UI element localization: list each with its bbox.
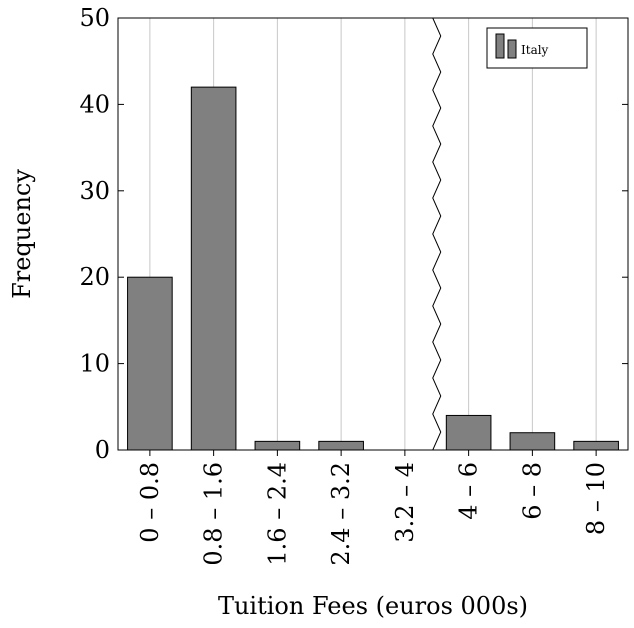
y-tick-label-0: 0 bbox=[95, 436, 110, 464]
x-tick-label-2-4-3-2: 2.4 – 3.2 bbox=[327, 462, 355, 566]
x-tick-label-8-10: 8 – 10 bbox=[582, 462, 610, 535]
bar-4-6 bbox=[445, 414, 492, 451]
bar-0-8-1-6 bbox=[190, 86, 237, 451]
bar-6-8 bbox=[509, 432, 556, 451]
legend-label-italy: Italy bbox=[521, 43, 549, 57]
x-axis-ticks: 0 – 0.8 0.8 – 1.6 1.6 – 2.4 2.4 – 3.2 3.2 – … bbox=[136, 450, 610, 566]
x-tick-label-0-8-1-6: 0.8 – 1.6 bbox=[200, 462, 228, 566]
x-tick-label-0-0-8: 0 – 0.8 bbox=[136, 462, 164, 543]
x-tick-label-6-8: 6 – 8 bbox=[518, 462, 546, 520]
y-axis-title: Frequency bbox=[8, 169, 36, 299]
y-tick-label-30: 30 bbox=[79, 177, 110, 205]
bar-1-6-2-4 bbox=[254, 440, 301, 451]
y-axis-ticks: 0 10 20 30 40 50 bbox=[79, 4, 628, 464]
legend-swatch-bar-2 bbox=[507, 39, 517, 59]
y-tick-label-20: 20 bbox=[79, 263, 110, 291]
bar-0-0-8 bbox=[127, 276, 173, 451]
y-tick-label-50: 50 bbox=[79, 4, 110, 32]
bar-2-4-3-2 bbox=[318, 440, 364, 451]
bars bbox=[127, 86, 619, 451]
legend-swatch-bar-1 bbox=[495, 33, 505, 59]
y-tick-label-40: 40 bbox=[79, 90, 110, 118]
legend: Italy bbox=[486, 27, 588, 69]
x-axis-title: Tuition Fees (euros 000s) bbox=[218, 592, 528, 620]
bar-8-10 bbox=[573, 440, 619, 451]
y-tick-label-10: 10 bbox=[79, 350, 110, 378]
x-tick-label-1-6-2-4: 1.6 – 2.4 bbox=[263, 462, 291, 566]
x-tick-label-4-6: 4 – 6 bbox=[455, 462, 483, 520]
plot-frame bbox=[117, 17, 629, 451]
x-tick-label-3-2-4: 3.2 – 4 bbox=[391, 462, 419, 543]
axis-break-zigzag bbox=[432, 17, 442, 451]
